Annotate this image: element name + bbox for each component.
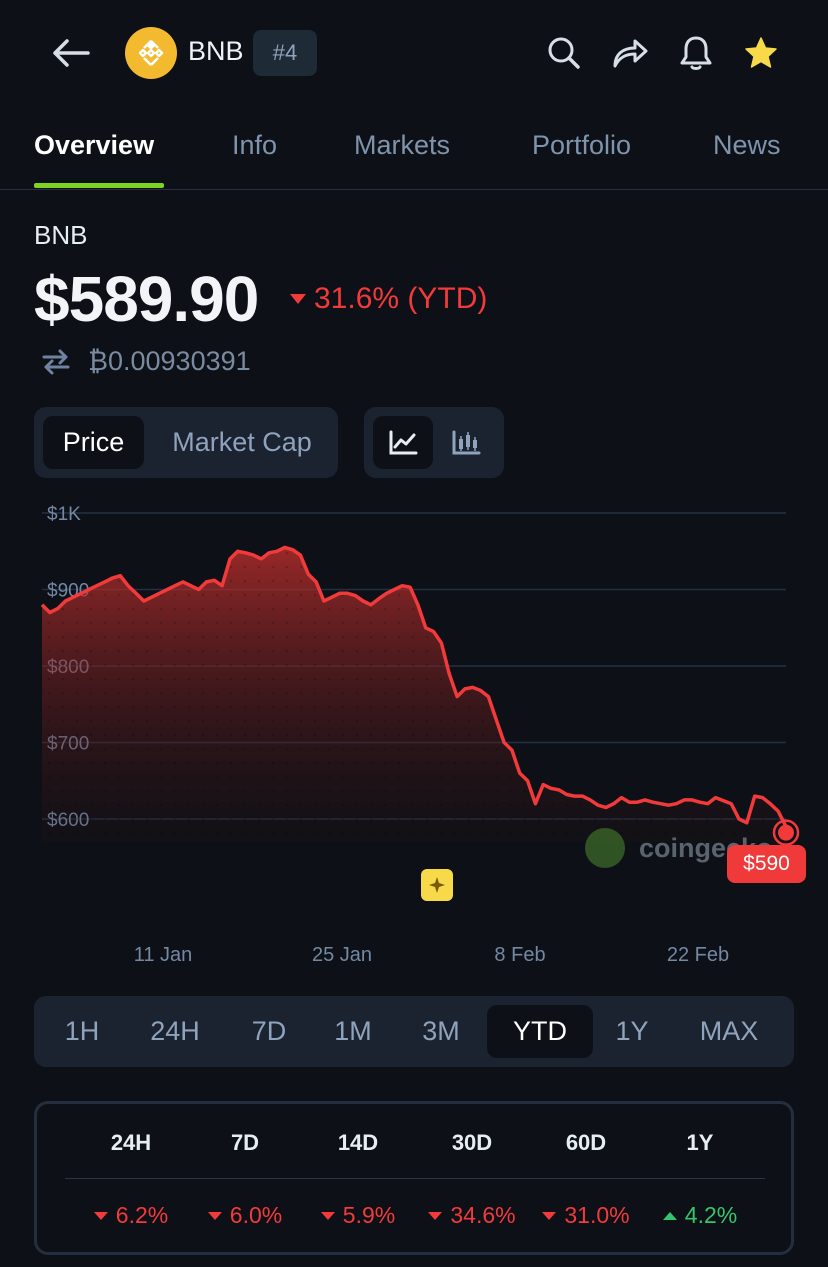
market-cap-toggle-button[interactable]: Market Cap xyxy=(172,427,312,457)
range-3m[interactable]: 3M xyxy=(422,1016,460,1046)
down-triangle-icon xyxy=(428,1211,443,1220)
tab-news[interactable]: News xyxy=(713,130,781,160)
candlestick-icon xyxy=(452,430,481,454)
y-tick-label: $1K xyxy=(47,504,81,525)
active-tab-indicator xyxy=(34,183,164,188)
current-price-label: $590 xyxy=(727,845,806,883)
perf-header-14d: 14D xyxy=(337,1130,379,1155)
btc-price: ₿0.00930391 xyxy=(88,346,251,376)
tab-bar: Overview Info Markets Portfolio News xyxy=(0,108,828,190)
perf-value-1y: 4.2% xyxy=(640,1202,760,1229)
range-1y[interactable]: 1Y xyxy=(615,1016,649,1046)
bnb-logo-icon xyxy=(125,27,177,79)
bell-icon[interactable] xyxy=(675,32,717,74)
tab-info[interactable]: Info xyxy=(232,130,278,160)
down-triangle-icon xyxy=(290,294,306,304)
tab-overview[interactable]: Overview xyxy=(34,130,155,160)
up-triangle-icon xyxy=(662,1211,677,1220)
top-bar: BNB #4 xyxy=(0,0,828,108)
coingecko-logo-icon xyxy=(585,828,625,868)
range-24h[interactable]: 24H xyxy=(150,1016,200,1046)
x-tick-label: 11 Jan xyxy=(134,944,193,966)
chart-type-toggle xyxy=(364,407,504,478)
range-7d[interactable]: 7D xyxy=(251,1016,287,1046)
perf-value-24h: 6.2% xyxy=(71,1202,191,1229)
perf-header-1y: 1Y xyxy=(686,1130,714,1155)
price-change: 31.6% (YTD) xyxy=(290,282,487,316)
perf-value-60d: 31.0% xyxy=(526,1202,646,1229)
coin-name: BNB xyxy=(188,36,244,66)
line-chart-icon xyxy=(389,430,418,454)
metric-toggle: Price Market Cap xyxy=(34,407,338,478)
current-price-marker-ring xyxy=(772,819,800,846)
perf-header-30d: 30D xyxy=(451,1130,493,1155)
share-icon[interactable] xyxy=(609,32,651,74)
down-triangle-icon xyxy=(93,1211,108,1220)
rank-badge: #4 xyxy=(253,30,317,76)
x-tick-label: 25 Jan xyxy=(312,944,372,966)
range-ytd[interactable]: YTD xyxy=(487,1005,593,1058)
search-icon[interactable] xyxy=(543,32,585,74)
perf-divider xyxy=(65,1178,765,1179)
range-1h[interactable]: 1H xyxy=(64,1016,100,1046)
range-1m[interactable]: 1M xyxy=(334,1016,372,1046)
x-tick-label: 8 Feb xyxy=(494,944,545,966)
performance-table: 24H 7D 14D 30D 60D 1Y 6.2% 6.0% 5.9% 34.… xyxy=(34,1101,794,1255)
event-marker-icon[interactable] xyxy=(421,869,453,901)
x-tick-label: 22 Feb xyxy=(667,944,729,966)
perf-header-60d: 60D xyxy=(565,1130,607,1155)
tab-markets[interactable]: Markets xyxy=(354,130,451,160)
candlestick-chart-button[interactable] xyxy=(436,416,496,469)
perf-header-24h: 24H xyxy=(110,1130,152,1155)
line-chart-button[interactable] xyxy=(373,416,433,469)
swap-icon[interactable] xyxy=(42,348,70,376)
perf-value-7d: 6.0% xyxy=(185,1202,305,1229)
coin-label: BNB xyxy=(34,220,88,250)
current-price: $589.90 xyxy=(34,263,259,335)
time-range-selector: 1H 24H 7D 1M 3M YTD 1Y MAX xyxy=(34,996,794,1067)
down-triangle-icon xyxy=(320,1211,335,1220)
down-triangle-icon xyxy=(542,1211,557,1220)
range-max[interactable]: MAX xyxy=(699,1016,759,1046)
btc-price-row: ₿0.00930391 xyxy=(42,346,251,377)
price-area-texture xyxy=(42,547,786,843)
perf-value-30d: 34.6% xyxy=(412,1202,532,1229)
tab-portfolio[interactable]: Portfolio xyxy=(532,130,632,160)
current-price-marker xyxy=(778,824,794,841)
down-triangle-icon xyxy=(207,1211,222,1220)
star-icon[interactable] xyxy=(740,32,782,74)
back-arrow-icon[interactable] xyxy=(46,30,96,76)
price-toggle-button[interactable]: Price xyxy=(43,416,144,469)
price-change-text: 31.6% (YTD) xyxy=(314,282,488,315)
perf-header-7d: 7D xyxy=(230,1130,260,1155)
perf-value-14d: 5.9% xyxy=(298,1202,418,1229)
price-line xyxy=(40,545,788,828)
